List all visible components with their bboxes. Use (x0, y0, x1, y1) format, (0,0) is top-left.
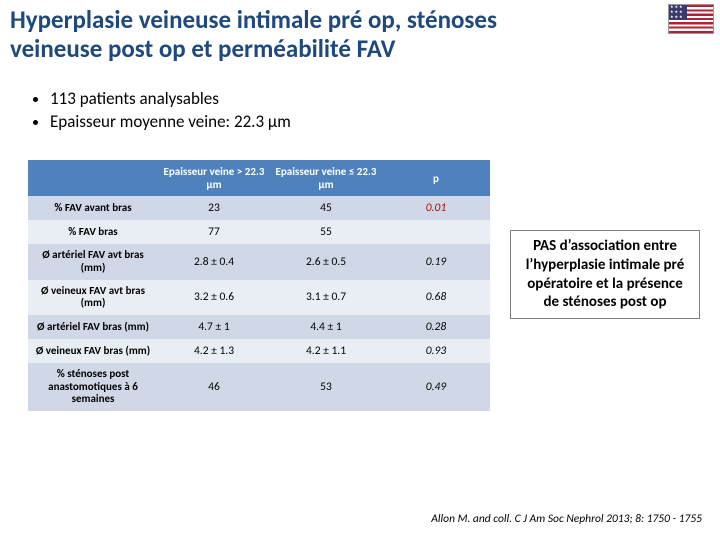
cell-p-value: 0.28 (382, 315, 490, 339)
col-header: Epaisseur veine ≤ 22.3 µm (270, 160, 382, 196)
cell-value: 2.6 ± 0.5 (270, 244, 382, 279)
table-row: Ø veineux FAV avt bras (mm)3.2 ± 0.63.1 … (28, 280, 490, 315)
row-header: Ø artériel FAV bras (mm) (28, 315, 158, 339)
cell-p-value: 0.01 (382, 196, 490, 220)
table-head: Epaisseur veine > 22.3 µm Epaisseur vein… (28, 160, 490, 196)
cell-value: 53 (270, 363, 382, 411)
title-line-1: Hyperplasie veineuse intimale pré op, st… (10, 4, 497, 35)
cell-value: 4.4 ± 1 (270, 315, 382, 339)
row-header: % sténoses post anastomotiques à 6 semai… (28, 363, 158, 411)
cell-value: 3.1 ± 0.7 (270, 280, 382, 315)
cell-value: 3.2 ± 0.6 (158, 280, 270, 315)
col-header (28, 160, 158, 196)
bullet-list: 113 patients analysables Epaisseur moyen… (28, 88, 700, 134)
cell-p-value (382, 220, 490, 244)
bullet-item: Epaisseur moyenne veine: 22.3 µm (50, 111, 700, 132)
col-header: p (382, 160, 490, 196)
cell-value: 23 (158, 196, 270, 220)
row-header: Ø veineux FAV bras (mm) (28, 339, 158, 363)
table-row: % FAV avant bras23450.01 (28, 196, 490, 220)
table-row: % FAV bras7755 (28, 220, 490, 244)
row-header: Ø veineux FAV avt bras (mm) (28, 280, 158, 315)
us-flag-icon (668, 4, 714, 34)
cell-value: 55 (270, 220, 382, 244)
table-row: % sténoses post anastomotiques à 6 semai… (28, 363, 490, 411)
title-line-2: veineuse post op et perméabilité FAV (10, 33, 395, 64)
cell-p-value: 0.68 (382, 280, 490, 315)
cell-p-value: 0.19 (382, 244, 490, 279)
slide-title: Hyperplasie veineuse intimale pré op, st… (10, 6, 664, 64)
cell-value: 4.7 ± 1 (158, 315, 270, 339)
cell-value: 45 (270, 196, 382, 220)
cell-value: 4.2 ± 1.3 (158, 339, 270, 363)
data-table: Epaisseur veine > 22.3 µm Epaisseur vein… (28, 160, 490, 411)
table-body: % FAV avant bras23450.01% FAV bras7755Ø … (28, 196, 490, 410)
cell-p-value: 0.49 (382, 363, 490, 411)
cell-value: 77 (158, 220, 270, 244)
col-header: Epaisseur veine > 22.3 µm (158, 160, 270, 196)
bullet-item: 113 patients analysables (50, 88, 700, 109)
cell-value: 4.2 ± 1.1 (270, 339, 382, 363)
table-row: Ø veineux FAV bras (mm)4.2 ± 1.34.2 ± 1.… (28, 339, 490, 363)
data-table-wrap: Epaisseur veine > 22.3 µm Epaisseur vein… (28, 160, 490, 411)
cell-value: 46 (158, 363, 270, 411)
row-header: % FAV bras (28, 220, 158, 244)
table-row: Ø artériel FAV avt bras (mm)2.8 ± 0.42.6… (28, 244, 490, 279)
cell-p-value: 0.93 (382, 339, 490, 363)
citation: Allon M. and coll. C J Am Soc Nephrol 20… (431, 512, 702, 526)
row-header: % FAV avant bras (28, 196, 158, 220)
table-row: Ø artériel FAV bras (mm)4.7 ± 14.4 ± 10.… (28, 315, 490, 339)
callout-box: PAS d’association entre l’hyperplasie in… (510, 230, 700, 319)
cell-value: 2.8 ± 0.4 (158, 244, 270, 279)
slide: Hyperplasie veineuse intimale pré op, st… (0, 0, 720, 540)
row-header: Ø artériel FAV avt bras (mm) (28, 244, 158, 279)
